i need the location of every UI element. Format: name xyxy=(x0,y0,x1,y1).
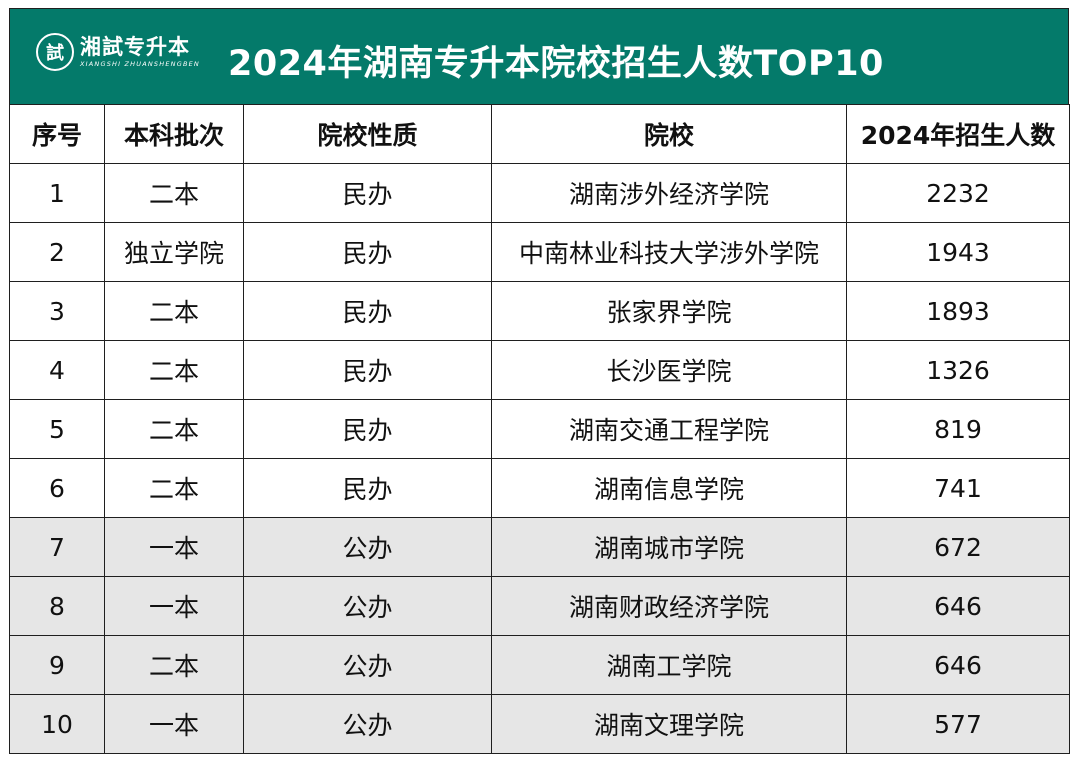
logo-glyph: 試 xyxy=(46,43,64,64)
cell-rank: 7 xyxy=(9,517,105,577)
cell-batch: 独立学院 xyxy=(104,222,244,282)
cell-count: 1893 xyxy=(846,281,1070,341)
cell-batch: 一本 xyxy=(104,576,244,636)
logo-name: 湘試专升本 xyxy=(80,35,190,59)
column-header-batch: 本科批次 xyxy=(104,104,244,164)
cell-count: 819 xyxy=(846,399,1070,459)
cell-batch: 一本 xyxy=(104,517,244,577)
cell-school: 湖南工学院 xyxy=(491,635,847,695)
cell-count: 741 xyxy=(846,458,1070,518)
cell-count: 646 xyxy=(846,635,1070,695)
cell-type: 民办 xyxy=(243,399,492,459)
cell-rank: 9 xyxy=(9,635,105,695)
table-header-row: 序号 本科批次 院校性质 院校 2024年招生人数 xyxy=(9,104,1070,164)
table-row: 2 独立学院 民办 中南林业科技大学涉外学院 1943 xyxy=(9,222,1070,282)
cell-school: 中南林业科技大学涉外学院 xyxy=(491,222,847,282)
cell-rank: 4 xyxy=(9,340,105,400)
cell-count: 2232 xyxy=(846,163,1070,223)
table-row: 5 二本 民办 湖南交通工程学院 819 xyxy=(9,399,1070,459)
column-header-rank: 序号 xyxy=(9,104,105,164)
cell-rank: 1 xyxy=(9,163,105,223)
cell-rank: 5 xyxy=(9,399,105,459)
cell-rank: 2 xyxy=(9,222,105,282)
table-row: 8 一本 公办 湖南财政经济学院 646 xyxy=(9,576,1070,636)
table-row: 9 二本 公办 湖南工学院 646 xyxy=(9,635,1070,695)
cell-count: 646 xyxy=(846,576,1070,636)
cell-school: 湖南涉外经济学院 xyxy=(491,163,847,223)
cell-batch: 二本 xyxy=(104,458,244,518)
cell-batch: 二本 xyxy=(104,340,244,400)
cell-type: 民办 xyxy=(243,340,492,400)
table-row: 1 二本 民办 湖南涉外经济学院 2232 xyxy=(9,163,1070,223)
cell-count: 1943 xyxy=(846,222,1070,282)
column-header-school: 院校 xyxy=(491,104,847,164)
cell-school: 张家界学院 xyxy=(491,281,847,341)
table-row: 4 二本 民办 长沙医学院 1326 xyxy=(9,340,1070,400)
ranking-table: 序号 本科批次 院校性质 院校 2024年招生人数 1 二本 民办 湖南涉外经济学院 2… xyxy=(9,104,1070,754)
table-row: 10 一本 公办 湖南文理学院 577 xyxy=(9,694,1070,754)
cell-school: 湖南交通工程学院 xyxy=(491,399,847,459)
page-title: 2024年湖南专升本院校招生人数TOP10 xyxy=(228,44,884,84)
cell-batch: 二本 xyxy=(104,399,244,459)
logo-subtitle: XIANGSHI ZHUANSHENGBEN xyxy=(80,60,200,68)
cell-type: 公办 xyxy=(243,517,492,577)
cell-type: 公办 xyxy=(243,635,492,695)
cell-type: 民办 xyxy=(243,281,492,341)
cell-batch: 一本 xyxy=(104,694,244,754)
cell-type: 民办 xyxy=(243,163,492,223)
table-row: 6 二本 民办 湖南信息学院 741 xyxy=(9,458,1070,518)
logo-text: 湘試专升本 XIANGSHI ZHUANSHENGBEN xyxy=(80,35,200,69)
ranking-card: 試 湘試专升本 XIANGSHI ZHUANSHENGBEN 2024年湖南专升… xyxy=(9,8,1070,754)
title-banner: 試 湘試专升本 XIANGSHI ZHUANSHENGBEN 2024年湖南专升… xyxy=(9,8,1069,105)
cell-type: 民办 xyxy=(243,222,492,282)
cell-count: 577 xyxy=(846,694,1070,754)
cell-count: 672 xyxy=(846,517,1070,577)
cell-rank: 10 xyxy=(9,694,105,754)
cell-school: 湖南文理学院 xyxy=(491,694,847,754)
cell-batch: 二本 xyxy=(104,281,244,341)
cell-school: 湖南财政经济学院 xyxy=(491,576,847,636)
cell-type: 公办 xyxy=(243,694,492,754)
column-header-count: 2024年招生人数 xyxy=(846,104,1070,164)
cell-school: 湖南信息学院 xyxy=(491,458,847,518)
cell-count: 1326 xyxy=(846,340,1070,400)
table-body: 1 二本 民办 湖南涉外经济学院 2232 2 独立学院 民办 中南林业科技大学涉外学院 1943… xyxy=(9,163,1070,754)
cell-rank: 8 xyxy=(9,576,105,636)
table-row: 3 二本 民办 张家界学院 1893 xyxy=(9,281,1070,341)
cell-school: 长沙医学院 xyxy=(491,340,847,400)
cell-batch: 二本 xyxy=(104,163,244,223)
seal-icon: 試 xyxy=(36,33,74,71)
cell-rank: 3 xyxy=(9,281,105,341)
brand-logo: 試 湘試专升本 XIANGSHI ZHUANSHENGBEN xyxy=(36,29,200,75)
cell-batch: 二本 xyxy=(104,635,244,695)
cell-school: 湖南城市学院 xyxy=(491,517,847,577)
table-row: 7 一本 公办 湖南城市学院 672 xyxy=(9,517,1070,577)
cell-type: 公办 xyxy=(243,576,492,636)
column-header-type: 院校性质 xyxy=(243,104,492,164)
cell-type: 民办 xyxy=(243,458,492,518)
cell-rank: 6 xyxy=(9,458,105,518)
